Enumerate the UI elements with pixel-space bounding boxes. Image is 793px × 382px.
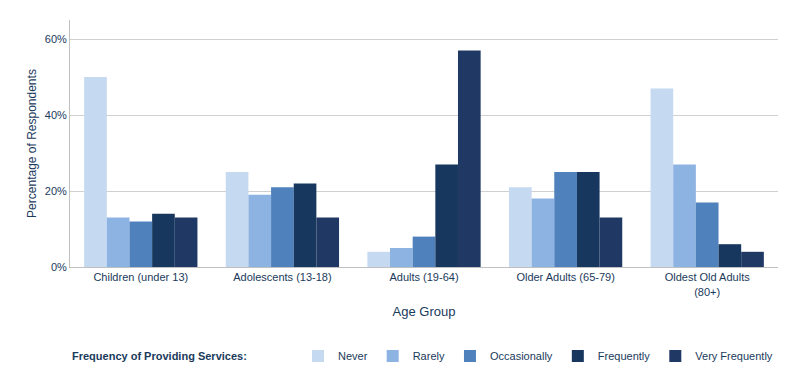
svg-text:Percentage of Respondents: Percentage of Respondents <box>25 69 39 218</box>
svg-text:Rarely: Rarely <box>413 350 445 362</box>
svg-text:Occasionally: Occasionally <box>490 350 553 362</box>
svg-text:Oldest Old Adults(80+): Oldest Old Adults(80+) <box>665 271 750 297</box>
svg-text:Children (under 13): Children (under 13) <box>93 271 188 283</box>
svg-text:Frequency of Providing Service: Frequency of Providing Services: <box>72 350 247 362</box>
svg-text:60%: 60% <box>45 33 67 45</box>
svg-text:0%: 0% <box>51 261 67 273</box>
svg-text:20%: 20% <box>45 185 67 197</box>
svg-text:Adults (19-64): Adults (19-64) <box>389 271 458 283</box>
svg-text:Age Group: Age Group <box>393 304 456 319</box>
svg-text:Very Frequently: Very Frequently <box>695 350 773 362</box>
svg-text:Never: Never <box>338 350 368 362</box>
svg-text:40%: 40% <box>45 109 67 121</box>
svg-text:Adolescents (13-18): Adolescents (13-18) <box>233 271 331 283</box>
svg-text:Frequently: Frequently <box>598 350 650 362</box>
svg-text:Older Adults (65-79): Older Adults (65-79) <box>516 271 614 283</box>
